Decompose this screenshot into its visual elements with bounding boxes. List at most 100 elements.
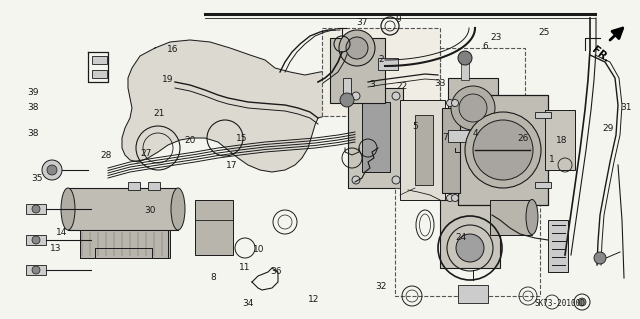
Circle shape [32,266,40,274]
Circle shape [346,37,368,59]
Bar [548,220,568,272]
Circle shape [451,86,495,130]
Bar [458,95,548,205]
Ellipse shape [526,199,538,234]
Bar [343,78,351,100]
Text: 15: 15 [236,134,248,143]
Bar [26,204,46,214]
Circle shape [32,236,40,244]
Bar [148,182,160,190]
Bar [68,188,178,230]
Text: 5: 5 [412,122,417,130]
Text: 37: 37 [356,19,367,27]
Bar [362,102,390,172]
Text: 27: 27 [140,149,152,158]
Circle shape [340,93,354,107]
Text: 34: 34 [243,299,254,308]
Text: 38: 38 [28,103,39,112]
Circle shape [465,112,541,188]
Bar [490,200,532,235]
Bar [458,285,488,303]
Circle shape [451,195,458,202]
Circle shape [459,94,487,122]
Text: 24: 24 [455,233,467,242]
Text: 21: 21 [153,109,164,118]
Text: 38: 38 [28,129,39,138]
Text: 10: 10 [253,245,265,254]
Bar [442,108,460,193]
Circle shape [42,160,62,180]
Ellipse shape [171,188,185,230]
Circle shape [339,30,375,66]
Text: 30: 30 [145,206,156,215]
Circle shape [456,234,484,262]
Text: 7: 7 [442,133,447,142]
Bar [348,88,403,188]
Text: 8: 8 [211,273,216,282]
Text: 11: 11 [239,263,250,272]
Bar [80,230,170,258]
Bar [195,200,233,255]
Text: 33: 33 [435,79,446,88]
Text: SK73-20100D: SK73-20100D [534,300,586,308]
Text: 12: 12 [308,295,319,304]
Bar [92,56,107,64]
Text: 14: 14 [56,228,68,237]
Bar [330,38,385,103]
Circle shape [352,92,360,100]
Text: 36: 36 [271,267,282,276]
Bar [322,28,440,116]
Circle shape [352,176,360,184]
Bar [26,235,46,245]
Bar [461,62,469,80]
Polygon shape [122,40,370,172]
Text: 19: 19 [162,75,173,84]
Text: 31: 31 [620,103,632,112]
Bar [400,100,445,200]
Text: 35: 35 [31,174,43,182]
Text: 23: 23 [490,33,502,42]
Circle shape [447,195,454,202]
Bar [415,115,433,185]
Bar [26,265,46,275]
Circle shape [392,176,400,184]
Circle shape [451,100,458,107]
Circle shape [447,100,454,107]
Text: 32: 32 [375,282,387,291]
Text: 9: 9 [396,15,401,24]
Text: 28: 28 [100,151,111,160]
Circle shape [458,51,472,65]
Bar [545,110,575,170]
Text: 6: 6 [483,42,488,51]
Circle shape [392,92,400,100]
Text: 16: 16 [167,45,179,54]
Bar [448,78,498,138]
Circle shape [32,205,40,213]
Circle shape [47,165,57,175]
Text: 29: 29 [602,124,614,133]
Bar [92,70,107,78]
Circle shape [578,298,586,306]
Text: 26: 26 [518,134,529,143]
Text: 1: 1 [549,155,554,164]
Text: 2: 2 [378,55,383,63]
Text: 18: 18 [556,136,568,145]
Bar [378,58,398,70]
Text: FR.: FR. [589,45,611,65]
Bar [448,130,483,142]
Circle shape [594,252,606,264]
Text: 17: 17 [226,161,237,170]
Bar [535,182,551,188]
Text: 4: 4 [472,130,477,138]
Text: 13: 13 [50,244,61,253]
Text: 20: 20 [184,136,196,145]
Circle shape [473,120,533,180]
Bar [128,182,140,190]
Text: 39: 39 [28,88,39,97]
Bar [440,48,525,146]
Text: 3: 3 [370,80,375,89]
Text: 22: 22 [396,82,408,91]
Ellipse shape [61,188,75,230]
Bar [440,200,500,268]
Bar [395,188,540,296]
